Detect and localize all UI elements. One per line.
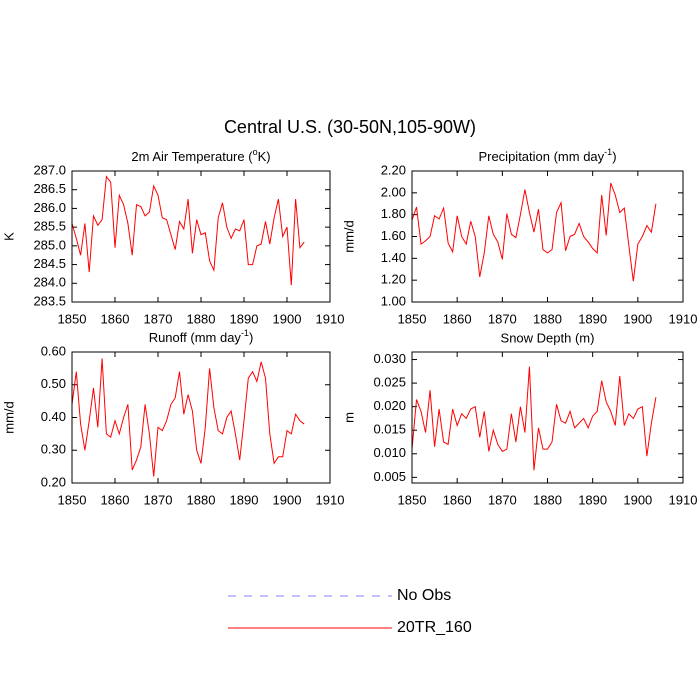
y-tick-label: 283.5: [33, 293, 66, 308]
x-tick-label: 1880: [187, 492, 216, 507]
y-tick-label: 0.20: [41, 474, 66, 489]
x-tick-label: 1900: [623, 311, 652, 326]
plot-frame: [71, 351, 331, 484]
x-tick-label: 1910: [669, 492, 698, 507]
data-line: [411, 182, 657, 282]
title-text: Precipitation (mm day: [478, 149, 604, 164]
y-tick-label: 1.00: [381, 293, 406, 308]
x-tick-label: 1910: [316, 492, 345, 507]
x-tick-label: 1880: [187, 311, 216, 326]
y-axis-label: m: [341, 412, 356, 423]
y-tick-label: 285.5: [33, 219, 66, 234]
x-tick-label: 1850: [398, 311, 427, 326]
data-line: [71, 175, 305, 286]
title-sup: -1: [241, 328, 249, 338]
panel-title: Precipitation (mm day-1): [478, 147, 616, 164]
y-tick-label: 0.020: [373, 398, 406, 413]
y-tick-label: 2.00: [381, 184, 406, 199]
data-line: [411, 366, 657, 471]
x-tick-label: 1880: [533, 311, 562, 326]
y-tick-label: 287.0: [33, 162, 66, 177]
y-tick-label: 0.030: [373, 351, 406, 366]
y-tick-label: 1.60: [381, 228, 406, 243]
y-tick-label: 1.80: [381, 206, 406, 221]
y-tick-label: 1.40: [381, 250, 406, 265]
x-tick-label: 1910: [669, 311, 698, 326]
y-tick-label: 1.20: [381, 272, 406, 287]
x-tick-label: 1890: [230, 311, 259, 326]
x-tick-label: 1890: [578, 492, 607, 507]
x-tick-label: 1860: [443, 311, 472, 326]
y-tick-label: 286.0: [33, 200, 66, 215]
y-axis-label: mm/d: [1, 401, 16, 434]
y-tick-label: 285.0: [33, 237, 66, 252]
figure-title: Central U.S. (30-50N,105-90W): [224, 117, 476, 137]
title-after: ): [612, 149, 616, 164]
title-text: Runoff (mm day: [149, 330, 242, 345]
x-tick-label: 1900: [623, 492, 652, 507]
x-tick-label: 1870: [488, 492, 517, 507]
title-sup: -1: [604, 147, 612, 157]
y-tick-label: 284.0: [33, 275, 66, 290]
x-tick-label: 1870: [488, 311, 517, 326]
y-tick-label: 286.5: [33, 181, 66, 196]
y-tick-label: 0.015: [373, 422, 406, 437]
panel-title: Snow Depth (m): [501, 330, 595, 345]
x-tick-label: 1860: [443, 492, 472, 507]
y-tick-label: 0.025: [373, 375, 406, 390]
x-tick-label: 1880: [533, 492, 562, 507]
y-tick-label: 0.010: [373, 445, 406, 460]
title-after: K): [258, 149, 271, 164]
data-line: [71, 358, 305, 477]
x-tick-label: 1890: [578, 311, 607, 326]
y-tick-label: 0.30: [41, 442, 66, 457]
title-after: ): [249, 330, 253, 345]
x-tick-label: 1900: [273, 311, 302, 326]
y-tick-label: 0.60: [41, 343, 66, 358]
legend-label: No Obs: [397, 587, 451, 604]
panel-title: 2m Air Temperature (oK): [131, 147, 270, 164]
x-tick-label: 1860: [101, 311, 130, 326]
x-tick-label: 1910: [316, 311, 345, 326]
x-tick-label: 1870: [144, 311, 173, 326]
x-tick-label: 1890: [230, 492, 259, 507]
panel-title: Runoff (mm day-1): [149, 328, 254, 345]
plot-frame: [71, 170, 331, 303]
y-tick-label: 0.005: [373, 469, 406, 484]
plot-frame: [411, 170, 684, 303]
y-tick-label: 2.20: [381, 162, 406, 177]
y-tick-label: 0.40: [41, 409, 66, 424]
x-tick-label: 1850: [58, 492, 87, 507]
x-tick-label: 1850: [58, 311, 87, 326]
y-tick-label: 284.5: [33, 256, 66, 271]
y-axis-label: mm/d: [341, 220, 356, 253]
title-sup: o: [253, 147, 258, 157]
y-tick-label: 0.50: [41, 376, 66, 391]
plot-frame: [411, 351, 684, 484]
y-axis-label: K: [1, 232, 16, 241]
x-tick-label: 1850: [398, 492, 427, 507]
title-text: 2m Air Temperature (: [131, 149, 253, 164]
x-tick-label: 1870: [144, 492, 173, 507]
x-tick-label: 1900: [273, 492, 302, 507]
x-tick-label: 1860: [101, 492, 130, 507]
legend-label: 20TR_160: [397, 619, 472, 636]
